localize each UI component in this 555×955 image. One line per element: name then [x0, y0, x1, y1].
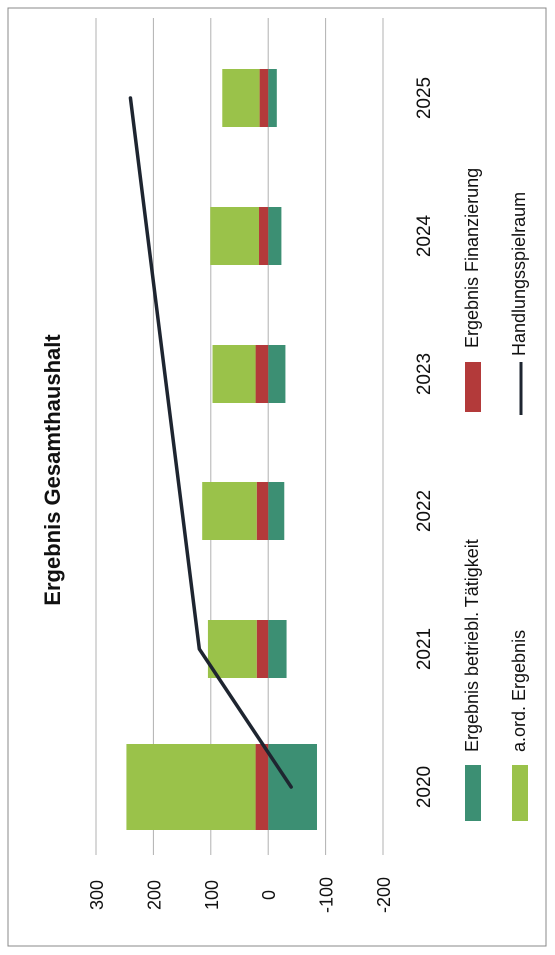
bar-segment [256, 620, 269, 678]
tick-label: 300 [87, 880, 107, 910]
bar-segment [268, 345, 286, 403]
legend-label-aord: a.ord. Ergebnis [509, 630, 529, 752]
tick-label: 100 [202, 880, 222, 910]
legend-swatch-aord [512, 765, 528, 821]
chart-border [7, 7, 547, 947]
legend-label-handlung: Handlungsspielraum [509, 192, 529, 356]
bar-segment [268, 482, 285, 540]
category-label: 2023 [414, 353, 435, 395]
chart-title: Ergebnis Gesamthaushalt [40, 334, 65, 606]
category-label: 2025 [414, 77, 435, 119]
bar-series [126, 69, 317, 830]
bar-segment [222, 69, 260, 127]
legend-swatch-finanzierung [465, 362, 481, 412]
line-series [128, 96, 293, 789]
category-labels: 2020 2021 2022 2023 2024 2025 [414, 77, 435, 808]
bar-segment [202, 482, 257, 540]
bar-segment [212, 345, 256, 403]
category-label: 2020 [414, 766, 435, 808]
bar-segment [268, 620, 287, 678]
legend-label-betriebl: Ergebnis betriebl. Tätigkeit [462, 539, 482, 752]
category-label: 2024 [414, 214, 435, 257]
bar-segment [259, 207, 269, 265]
bar-segment [207, 620, 257, 678]
tick-label: -100 [317, 877, 337, 913]
category-label: 2022 [414, 490, 435, 532]
bar-segment [255, 744, 269, 830]
bar-segment [126, 744, 256, 830]
legend: Ergebnis betriebl. Tätigkeit Ergebnis Fi… [462, 168, 529, 821]
legend-label-finanzierung: Ergebnis Finanzierung [462, 168, 482, 348]
bar-segment [256, 482, 269, 540]
handlungsspielraum-line [128, 96, 293, 789]
tick-label: 0 [259, 890, 279, 900]
bar-segment [255, 345, 269, 403]
bar-segment [268, 207, 282, 265]
tick-label: -200 [374, 877, 394, 913]
tick-label: 200 [144, 880, 164, 910]
bar-segment [210, 207, 260, 265]
category-label: 2021 [414, 628, 435, 670]
legend-swatch-betriebl [465, 765, 481, 821]
gridlines [95, 18, 384, 855]
bar-segment [259, 69, 269, 127]
axis-ticks: 300 200 100 0 -100 -200 [87, 877, 394, 913]
bar-segment [268, 69, 277, 127]
